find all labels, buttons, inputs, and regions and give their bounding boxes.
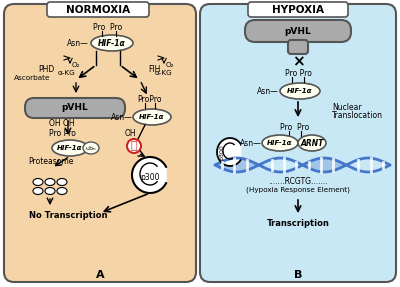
Ellipse shape xyxy=(45,187,55,195)
Text: HIF-1α: HIF-1α xyxy=(98,38,126,48)
Text: Pro  Pro: Pro Pro xyxy=(280,123,310,133)
Text: No Transcription: No Transcription xyxy=(29,212,107,220)
Text: Asn—: Asn— xyxy=(240,139,262,148)
Text: Asn—: Asn— xyxy=(111,113,133,121)
Text: O₂: O₂ xyxy=(72,62,80,68)
Ellipse shape xyxy=(52,140,88,156)
Text: O₂: O₂ xyxy=(166,62,174,68)
Ellipse shape xyxy=(262,135,298,151)
FancyBboxPatch shape xyxy=(245,20,351,42)
Text: HIF-1α: HIF-1α xyxy=(287,88,313,94)
Ellipse shape xyxy=(91,35,133,51)
Ellipse shape xyxy=(57,187,67,195)
Text: ARNT: ARNT xyxy=(300,139,324,148)
Polygon shape xyxy=(217,138,240,166)
Text: Nuclear: Nuclear xyxy=(332,102,362,112)
Text: p300: p300 xyxy=(140,174,160,183)
Text: ⓘ: ⓘ xyxy=(131,141,137,151)
FancyBboxPatch shape xyxy=(288,40,308,54)
Text: NORMOXIA: NORMOXIA xyxy=(66,5,130,15)
Text: (Hypoxia Response Element): (Hypoxia Response Element) xyxy=(246,187,350,193)
Text: Asn—: Asn— xyxy=(257,86,279,96)
Text: Pro Pro: Pro Pro xyxy=(48,129,76,137)
Text: Asn—: Asn— xyxy=(67,38,89,48)
Text: ubₙ: ubₙ xyxy=(86,146,96,150)
Text: pVHL: pVHL xyxy=(285,26,311,36)
FancyBboxPatch shape xyxy=(47,2,149,17)
Text: A: A xyxy=(96,270,104,280)
Text: B: B xyxy=(294,270,302,280)
FancyBboxPatch shape xyxy=(248,2,348,17)
Text: Pro Pro: Pro Pro xyxy=(284,69,312,79)
Ellipse shape xyxy=(33,187,43,195)
Text: Transcription: Transcription xyxy=(266,218,330,228)
Text: ProPro: ProPro xyxy=(138,96,162,104)
Text: Proteasome: Proteasome xyxy=(28,158,73,166)
Ellipse shape xyxy=(298,135,326,151)
Text: α-KG: α-KG xyxy=(58,70,76,76)
Text: HYPOXIA: HYPOXIA xyxy=(272,5,324,15)
Text: Ascorbate: Ascorbate xyxy=(14,75,50,81)
Text: α-KG: α-KG xyxy=(155,70,173,76)
Ellipse shape xyxy=(57,179,67,185)
Text: Translocation: Translocation xyxy=(332,112,383,121)
FancyBboxPatch shape xyxy=(4,4,196,282)
Text: HIF-1α: HIF-1α xyxy=(267,140,293,146)
FancyBboxPatch shape xyxy=(25,98,125,118)
Ellipse shape xyxy=(280,83,320,99)
Text: FIH: FIH xyxy=(148,65,160,75)
Text: OH: OH xyxy=(124,129,136,137)
Polygon shape xyxy=(132,157,166,193)
Text: pVHL: pVHL xyxy=(62,104,88,113)
Ellipse shape xyxy=(33,179,43,185)
Text: Pro  Pro: Pro Pro xyxy=(93,24,123,32)
Ellipse shape xyxy=(83,142,99,154)
Text: HIF-1α: HIF-1α xyxy=(57,145,83,151)
Text: p300: p300 xyxy=(220,144,224,160)
Text: OH OH: OH OH xyxy=(49,119,75,129)
Ellipse shape xyxy=(45,179,55,185)
FancyBboxPatch shape xyxy=(200,4,396,282)
Circle shape xyxy=(127,139,141,153)
Text: HIF-1α: HIF-1α xyxy=(139,114,165,120)
Ellipse shape xyxy=(133,109,171,125)
Text: ×: × xyxy=(292,55,304,69)
Text: PHD: PHD xyxy=(38,65,54,75)
Text: .......RCGTG.......: .......RCGTG....... xyxy=(268,177,328,185)
